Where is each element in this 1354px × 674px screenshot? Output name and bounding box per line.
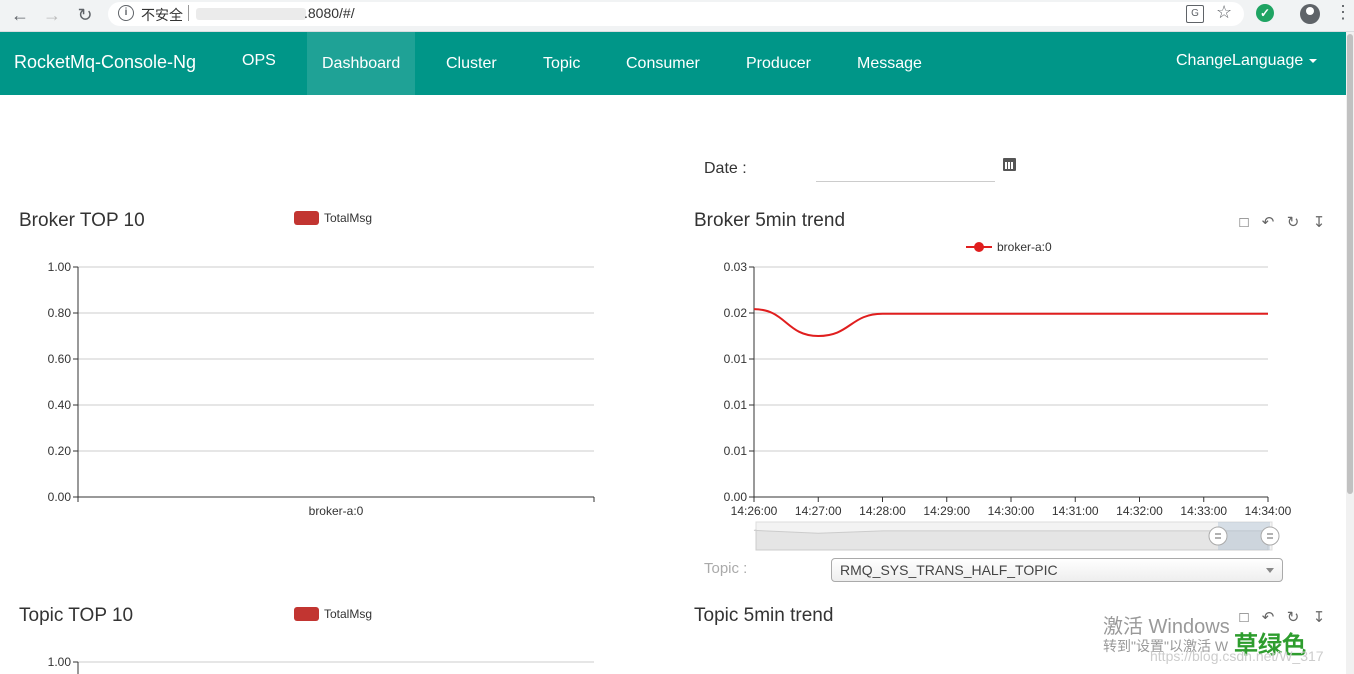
x-tick-label: 14:26:00	[731, 504, 778, 518]
watermark-line1: 激活 Windows	[1103, 616, 1230, 638]
more-vert-icon[interactable]: ⋮	[1334, 2, 1352, 22]
top-navbar: RocketMq-Console-Ng OPS Dashboard Cluste…	[0, 32, 1346, 95]
x-tick-label: 14:34:00	[1245, 504, 1292, 518]
x-tick-label: 14:29:00	[923, 504, 970, 518]
address-bar[interactable]: i 不安全 .8080/#/ G ☆	[108, 2, 1244, 26]
zoom-icon[interactable]: □	[1239, 609, 1249, 626]
arrow-left-icon[interactable]: ←	[11, 4, 29, 25]
language-dropdown[interactable]: ChangeLanguage	[1176, 52, 1318, 70]
topic-top10-chart: 1.00	[48, 655, 594, 674]
legend-label: TotalMsg	[324, 211, 373, 225]
zoom-reset-icon[interactable]: ↶	[1261, 609, 1275, 626]
x-tick-label: broker-a:0	[309, 504, 364, 518]
account-icon[interactable]	[1300, 4, 1320, 24]
x-tick-label: 14:32:00	[1116, 504, 1163, 518]
watermark-line2: 转到"设置"以激活 W	[1103, 638, 1229, 654]
y-tick-label: 0.00	[48, 490, 72, 504]
zoom-reset-icon[interactable]: ↶	[1261, 214, 1275, 231]
info-icon[interactable]: i	[118, 5, 134, 21]
legend-swatch	[294, 211, 319, 225]
y-tick-label: 0.20	[48, 444, 72, 458]
y-tick-label: 1.00	[48, 655, 72, 669]
y-tick-label: 0.02	[724, 306, 748, 320]
y-tick-label: 0.00	[724, 490, 748, 504]
y-tick-label: 0.80	[48, 306, 72, 320]
topic-select[interactable]: RMQ_SYS_TRANS_HALF_TOPIC	[831, 558, 1283, 582]
broker-trend-chart: 0.00 0.01 0.01 0.01 0.02 0.03 14:26:00 14:27:00…	[724, 260, 1292, 551]
y-tick-label: 1.00	[48, 260, 72, 274]
watermark-overlay: 草绿色	[1234, 632, 1306, 659]
nav-topic[interactable]: Topic	[543, 55, 581, 72]
y-tick-label: 0.60	[48, 352, 72, 366]
url-separator	[188, 5, 189, 21]
nav-producer[interactable]: Producer	[746, 55, 811, 72]
legend-label: TotalMsg	[324, 607, 373, 621]
url-text[interactable]: .8080/#/	[304, 5, 355, 21]
topic-label: Topic :	[704, 560, 748, 577]
broker-trend-title: Broker 5min trend	[694, 210, 846, 231]
select-caret-icon	[1266, 568, 1274, 573]
download-icon[interactable]: ↧	[1312, 609, 1326, 626]
brand[interactable]: RocketMq-Console-Ng	[14, 52, 197, 72]
nav-ops[interactable]: OPS	[242, 52, 276, 69]
nav-dashboard[interactable]: Dashboard	[307, 32, 416, 95]
y-tick-label: 0.40	[48, 398, 72, 412]
y-tick-label: 0.01	[724, 444, 748, 458]
caret-down-icon	[1309, 58, 1318, 63]
x-tick-label: 14:28:00	[859, 504, 906, 518]
y-tick-label: 0.01	[724, 398, 748, 412]
browser-toolbar: ← → ↻ i 不安全 .8080/#/ G ☆ ✓ ⋮	[0, 0, 1354, 32]
security-status: 不安全	[141, 7, 183, 23]
language-label: ChangeLanguage	[1176, 52, 1304, 69]
y-tick-label: 0.03	[724, 260, 748, 274]
x-tick-label: 14:31:00	[1052, 504, 1099, 518]
broker-top10-legend[interactable]: TotalMsg	[294, 211, 372, 225]
broker-top10-title: Broker TOP 10	[19, 210, 145, 231]
x-tick-label: 14:27:00	[795, 504, 842, 518]
arrow-right-icon[interactable]: →	[43, 4, 61, 25]
refresh-icon[interactable]: ↻	[1286, 609, 1300, 626]
legend-label: broker-a:0	[997, 240, 1052, 254]
broker-top10-chart: 0.00 0.20 0.40 0.60 0.80 1.00 broker-a:0	[48, 260, 595, 518]
topic-top10-legend[interactable]: TotalMsg	[294, 607, 372, 621]
download-icon[interactable]: ↧	[1312, 214, 1326, 231]
star-icon[interactable]: ☆	[1216, 2, 1233, 22]
date-input[interactable]	[816, 155, 995, 182]
scrollbar-thumb[interactable]	[1347, 34, 1353, 494]
legend-line-marker	[966, 242, 992, 252]
nav-message[interactable]: Message	[857, 55, 922, 72]
zoom-icon[interactable]: □	[1239, 214, 1249, 231]
x-tick-label: 14:33:00	[1180, 504, 1227, 518]
nav-consumer[interactable]: Consumer	[626, 55, 700, 72]
date-label: Date :	[704, 160, 747, 177]
series-line	[753, 308, 1268, 338]
datazoom-preview	[753, 529, 1269, 551]
topic-top10-title: Topic TOP 10	[19, 605, 134, 626]
nav-cluster[interactable]: Cluster	[446, 55, 497, 72]
x-tick-label: 14:30:00	[988, 504, 1035, 518]
y-tick-label: 0.01	[724, 352, 748, 366]
datazoom-handle[interactable]	[1260, 526, 1280, 546]
refresh-icon[interactable]: ↻	[1286, 214, 1300, 231]
url-redacted	[196, 8, 306, 20]
watermark-url: https://blog.csdn.net/W_317	[1150, 648, 1324, 664]
broker-trend-legend[interactable]: broker-a:0	[966, 240, 1052, 254]
translate-icon[interactable]: G	[1186, 5, 1204, 23]
topic-select-value: RMQ_SYS_TRANS_HALF_TOPIC	[840, 562, 1058, 578]
topic-trend-title: Topic 5min trend	[694, 605, 834, 626]
extension-icon[interactable]: ✓	[1256, 4, 1274, 22]
calendar-icon[interactable]	[1003, 158, 1016, 171]
reload-icon[interactable]: ↻	[77, 4, 93, 25]
legend-swatch	[294, 607, 319, 621]
datazoom-handle[interactable]	[1208, 526, 1228, 546]
